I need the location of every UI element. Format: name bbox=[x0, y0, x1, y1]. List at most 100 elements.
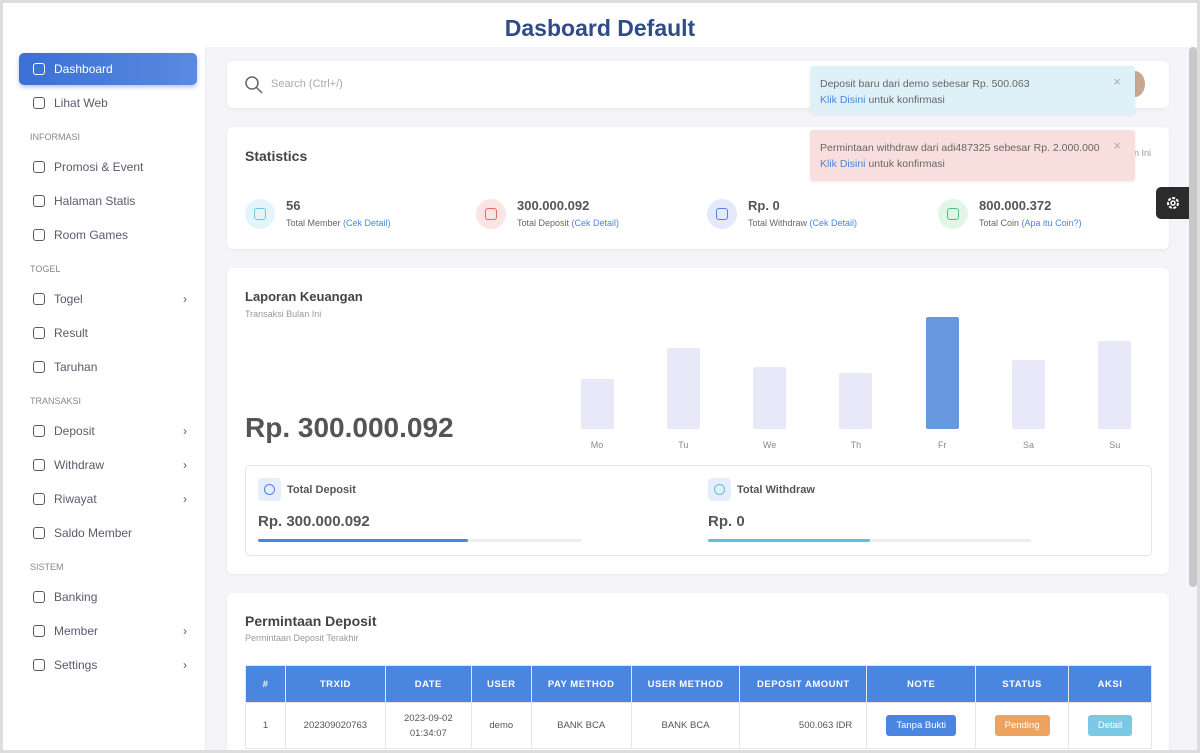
table-cell: 2023-09-02 01:34:07 bbox=[384, 702, 472, 749]
nav-icon bbox=[33, 161, 45, 173]
nav-label: Riwayat bbox=[54, 492, 97, 506]
nav-item[interactable]: Halaman Statis bbox=[19, 185, 197, 217]
nav-item[interactable]: Promosi & Event bbox=[19, 151, 197, 183]
nav-label: Saldo Member bbox=[54, 526, 133, 540]
stat-value: 300.000.092 bbox=[517, 198, 590, 213]
nav-icon bbox=[33, 327, 45, 339]
cell-button[interactable]: Tanpa Bukti bbox=[886, 715, 956, 736]
deposit-card: Permintaan Deposit Permintaan Deposit Te… bbox=[227, 593, 1169, 750]
bar bbox=[839, 373, 873, 429]
toast-close[interactable]: × bbox=[1113, 138, 1121, 153]
cell-button[interactable]: Pending bbox=[994, 715, 1050, 736]
table-cell: BANK BCA bbox=[630, 702, 741, 749]
column-header: # bbox=[245, 665, 286, 703]
nav-item[interactable]: Banking bbox=[19, 581, 197, 613]
card-subtitle: Transaksi Bulan Ini bbox=[245, 309, 322, 319]
bar bbox=[753, 367, 787, 429]
stat-label-text: Total Member bbox=[286, 218, 341, 228]
stat-label: Total Coin (Apa itu Coin?) bbox=[979, 218, 1082, 228]
stat-label-text: Total Deposit bbox=[517, 218, 570, 228]
table-cell: 202309020763 bbox=[284, 702, 386, 749]
stat-icon bbox=[707, 199, 737, 229]
toast-link[interactable]: Klik Disini bbox=[820, 94, 866, 106]
scrollbar[interactable] bbox=[1189, 47, 1197, 587]
stat-label: Total Member (Cek Detail) bbox=[286, 218, 391, 228]
nav-item[interactable]: Deposit › bbox=[19, 415, 197, 447]
nav-label: Result bbox=[54, 326, 89, 340]
stat-label: Total Deposit (Cek Detail) bbox=[517, 218, 619, 228]
stat-link[interactable]: (Apa itu Coin?) bbox=[1021, 218, 1082, 228]
finance-card: Laporan Keuangan Transaksi Bulan Ini Rp.… bbox=[227, 268, 1169, 574]
table-header: # TRXID DATE USER PAY METHOD USER METHOD DEPOS… bbox=[245, 665, 1152, 703]
stat-link[interactable]: (Cek Detail) bbox=[809, 218, 858, 228]
toast-link[interactable]: Klik Disini bbox=[820, 158, 866, 170]
table-cell: BANK BCA bbox=[530, 702, 632, 749]
stat-icon bbox=[476, 199, 506, 229]
column-header: DEPOSIT AMOUNT bbox=[739, 665, 868, 703]
toast-close[interactable]: × bbox=[1113, 74, 1121, 89]
stat-icon-glyph bbox=[485, 208, 497, 220]
stat-link[interactable]: (Cek Detail) bbox=[343, 218, 391, 228]
cell-text: 2023-09-02 01:34:07 bbox=[404, 712, 453, 739]
chevron: › bbox=[183, 492, 187, 506]
x-tick-label: Tu bbox=[678, 440, 689, 450]
cell-text: demo bbox=[489, 720, 514, 731]
chevron: › bbox=[183, 624, 187, 638]
nav-item[interactable]: Togel › bbox=[19, 283, 197, 315]
bar bbox=[666, 348, 700, 429]
toast-text: Permintaan withdraw dari adi487325 sebes… bbox=[820, 142, 1100, 154]
stat-label: Total Withdraw (Cek Detail) bbox=[748, 218, 857, 228]
x-tick-label: Su bbox=[1109, 440, 1121, 450]
nav-item[interactable]: Taruhan bbox=[19, 351, 197, 383]
card-title: Permintaan Deposit bbox=[245, 613, 377, 629]
nav-icon bbox=[33, 527, 45, 539]
nav-heading: INFORMASI bbox=[30, 132, 81, 142]
column-header: PAY METHOD bbox=[530, 665, 632, 703]
stat-link[interactable]: (Cek Detail) bbox=[571, 218, 620, 228]
bar bbox=[925, 317, 959, 429]
nav-item[interactable]: Room Games bbox=[19, 219, 197, 251]
nav-item[interactable]: Withdraw › bbox=[19, 449, 197, 481]
search-icon bbox=[245, 76, 263, 94]
summary-glyph bbox=[714, 484, 725, 495]
x-tick-label: Mo bbox=[590, 440, 604, 450]
nav-item[interactable]: Riwayat › bbox=[19, 483, 197, 515]
x-tick-label: Th bbox=[850, 440, 862, 450]
summary-icon bbox=[708, 478, 731, 501]
cell-text: 202309020763 bbox=[303, 720, 368, 731]
x-tick-label: Sa bbox=[1022, 440, 1034, 450]
stat-icon-glyph bbox=[947, 208, 959, 220]
summary-glyph bbox=[264, 484, 275, 495]
card-title: Laporan Keuangan bbox=[245, 289, 363, 304]
nav-label: Settings bbox=[54, 658, 98, 672]
progress-bar bbox=[258, 539, 468, 542]
toast-text: Deposit baru dari demo sebesar Rp. 500.0… bbox=[820, 78, 1030, 90]
nav-item[interactable]: Result bbox=[19, 317, 197, 349]
nav-icon bbox=[33, 195, 45, 207]
stat-icon-glyph bbox=[716, 208, 728, 220]
nav-item[interactable]: Settings › bbox=[19, 649, 197, 681]
stat-value: 56 bbox=[286, 198, 301, 213]
nav-icon bbox=[33, 625, 45, 637]
nav-label: Promosi & Event bbox=[54, 160, 144, 174]
toast-suffix: untuk konfirmasi bbox=[868, 158, 945, 170]
nav-item[interactable]: Lihat Web bbox=[19, 87, 197, 119]
nav-heading: SISTEM bbox=[30, 562, 64, 572]
summary-value: Rp. 0 bbox=[708, 513, 745, 530]
column-header: USER METHOD bbox=[630, 665, 741, 703]
chevron: › bbox=[183, 658, 187, 672]
cell-button[interactable]: Detail bbox=[1087, 715, 1133, 736]
nav-label: Halaman Statis bbox=[54, 194, 136, 208]
settings-button[interactable] bbox=[1156, 187, 1190, 219]
column-header: TRXID bbox=[284, 665, 386, 703]
nav-icon bbox=[33, 459, 45, 471]
table-cell: Tanpa Bukti bbox=[866, 702, 977, 749]
table-row: 1 202309020763 2023-09-02 01:34:07 demo BANK… bbox=[245, 702, 1152, 749]
nav-item[interactable]: Saldo Member bbox=[19, 517, 197, 549]
nav-item[interactable]: Dashboard bbox=[19, 53, 197, 85]
stat-icon bbox=[938, 199, 968, 229]
search-placeholder: Search (Ctrl+/) bbox=[271, 78, 343, 90]
page-title: Dasboard Default bbox=[3, 3, 1197, 47]
nav-item[interactable]: Member › bbox=[19, 615, 197, 647]
